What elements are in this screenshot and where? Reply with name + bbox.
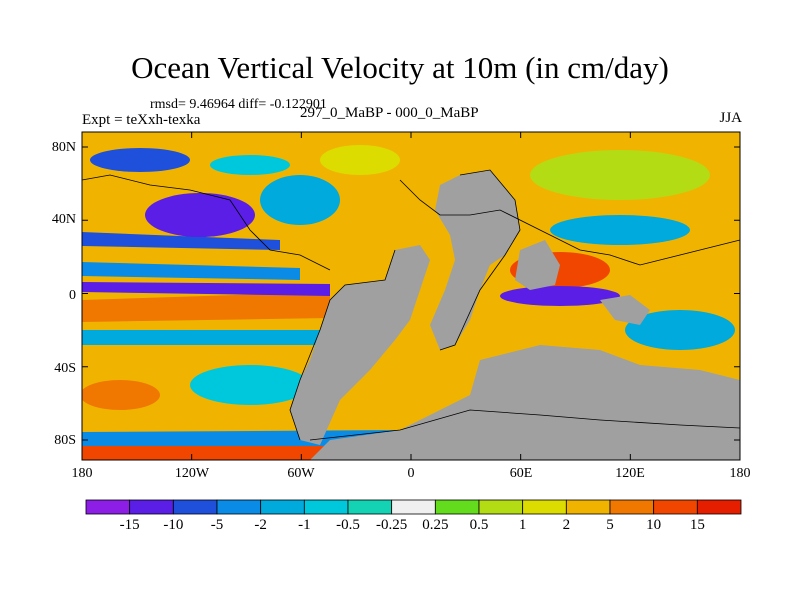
- land-mass: [600, 295, 650, 325]
- colorbar-swatch: [216, 499, 262, 515]
- colorbar-label: -0.25: [376, 517, 408, 533]
- lat-tick-label: 40S: [54, 361, 76, 376]
- land-mass: [290, 245, 430, 445]
- colorbar-label: -5: [210, 517, 224, 533]
- coastline: [439, 169, 521, 351]
- colorbar-swatch: [303, 499, 349, 515]
- axis-ticks: [81, 132, 741, 460]
- velocity-patch: [500, 286, 620, 306]
- velocity-patch: [550, 215, 690, 245]
- season-label: JJA: [719, 110, 742, 126]
- velocity-patch: [625, 310, 735, 350]
- colorbar-swatch: [696, 499, 742, 515]
- colorbar-swatch: [522, 499, 567, 515]
- lon-tick-label: 60W: [287, 466, 315, 481]
- colorbar-swatch: [172, 499, 218, 515]
- velocity-patch: [530, 150, 710, 200]
- coastline: [309, 409, 741, 441]
- velocity-patch: [210, 155, 290, 175]
- velocity-band: [82, 262, 300, 280]
- land-mass: [515, 240, 560, 290]
- land-mass: [310, 345, 740, 460]
- coastline: [81, 174, 331, 271]
- stats-label: rmsd= 9.46964 diff= -0.122901: [150, 97, 327, 112]
- colorbar-label: -15: [119, 517, 140, 533]
- colorbar-label: -10: [163, 517, 184, 533]
- lat-tick-label: 80N: [51, 140, 76, 155]
- colorbar-swatch: [391, 499, 436, 515]
- lon-tick-label: 0: [407, 466, 415, 481]
- colorbar-label: -0.5: [336, 517, 360, 533]
- velocity-patch: [190, 365, 310, 405]
- colorbar-label: -2: [254, 517, 267, 533]
- coastline: [289, 249, 396, 441]
- colorbar-label: -1: [298, 517, 311, 533]
- chart-title: Ocean Vertical Velocity at 10m (in cm/da…: [131, 50, 669, 85]
- colorbar-label: 1: [518, 517, 527, 533]
- colorbar-swatch: [653, 499, 698, 515]
- colorbar-swatch: [85, 499, 131, 515]
- lon-tick-label: 120E: [615, 466, 645, 481]
- velocity-band: [82, 282, 330, 296]
- colorbar-swatch: [609, 499, 655, 515]
- colorbar: [85, 499, 742, 515]
- velocity-patch: [145, 193, 255, 237]
- colorbar-swatch: [434, 499, 480, 515]
- colorbar-label: 0.25: [422, 517, 449, 533]
- coastline-overlay: [81, 169, 741, 441]
- map-plot-area: [82, 132, 740, 460]
- experiment-label: Expt = teXxh-texka: [82, 112, 201, 128]
- subtitle-label: 297_0_MaBP - 000_0_MaBP: [300, 105, 479, 121]
- coastline: [399, 179, 741, 266]
- colorbar-swatch: [565, 499, 611, 515]
- lon-tick-label: 60E: [509, 466, 533, 481]
- colorbar-swatch: [129, 499, 174, 515]
- colorbar-label: 10: [646, 517, 662, 533]
- velocity-patch: [320, 145, 400, 175]
- colorbar-swatch: [260, 499, 305, 515]
- lon-tick-label: 180: [729, 466, 751, 481]
- colorbar-label: 2: [562, 517, 571, 533]
- lat-tick-label: 40N: [51, 212, 76, 227]
- velocity-band: [82, 232, 280, 250]
- velocity-patch: [82, 380, 160, 410]
- velocity-band: [82, 292, 330, 322]
- colorbar-label: 0.5: [469, 517, 489, 533]
- velocity-patch: [90, 148, 190, 172]
- colorbar-swatch: [478, 499, 524, 515]
- colorbar-label: 5: [606, 517, 614, 533]
- lon-tick-label: 180: [71, 466, 93, 481]
- lat-tick-label: 0: [69, 288, 76, 303]
- lat-tick-label: 80S: [54, 433, 76, 448]
- velocity-band: [82, 330, 320, 345]
- colorbar-swatch: [347, 499, 393, 515]
- velocity-patch: [260, 175, 340, 225]
- lon-tick-label: 120W: [174, 466, 210, 481]
- colorbar-label: 15: [689, 517, 705, 533]
